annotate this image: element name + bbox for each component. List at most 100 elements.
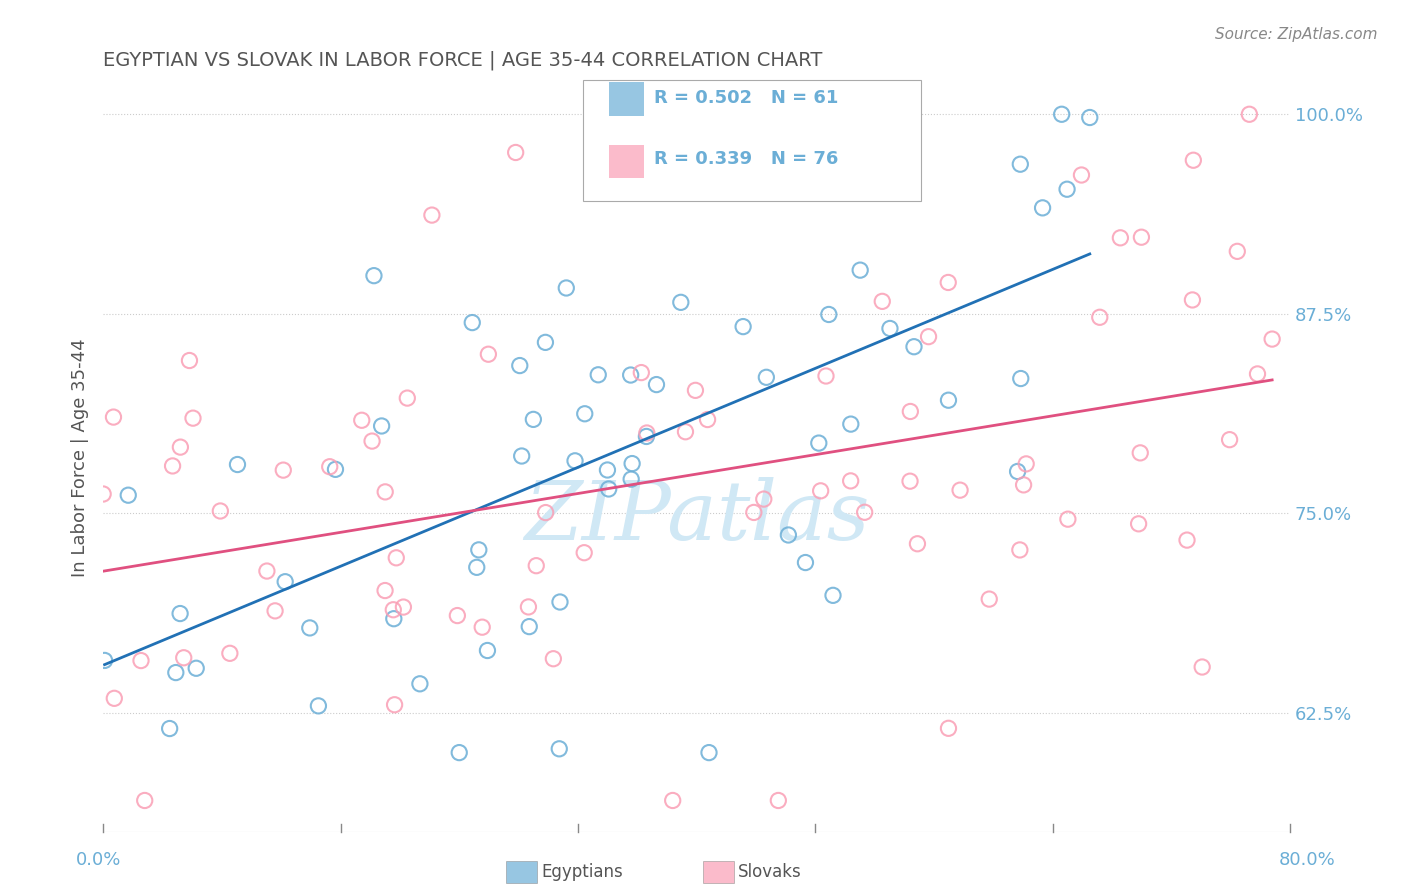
Point [350, 413, 373, 427]
Point [370, 419, 392, 434]
Point [522, 412, 544, 426]
Point [917, 329, 939, 343]
Point [1057, 512, 1080, 526]
Point [794, 556, 817, 570]
Point [374, 583, 396, 598]
Point [574, 546, 596, 560]
Point [169, 440, 191, 454]
Point [477, 643, 499, 657]
Text: Egyptians: Egyptians [541, 863, 623, 881]
Point [319, 459, 342, 474]
Point [903, 340, 925, 354]
Point [374, 484, 396, 499]
Point [661, 793, 683, 807]
Point [1219, 433, 1241, 447]
Point [181, 411, 204, 425]
Text: Source: ZipAtlas.com: Source: ZipAtlas.com [1215, 27, 1378, 42]
Point [385, 550, 408, 565]
Point [574, 407, 596, 421]
Point [733, 319, 755, 334]
Point [505, 145, 527, 160]
Point [509, 359, 531, 373]
Point [420, 208, 443, 222]
Point [256, 564, 278, 578]
Point [117, 488, 139, 502]
Point [755, 370, 778, 384]
Point [548, 595, 571, 609]
Point [129, 654, 152, 668]
Point [564, 454, 586, 468]
Point [103, 691, 125, 706]
Point [524, 558, 547, 573]
Point [1239, 107, 1261, 121]
Point [517, 619, 540, 633]
Point [586, 368, 609, 382]
Point [1050, 107, 1073, 121]
Point [938, 393, 960, 408]
Point [1129, 446, 1152, 460]
Point [938, 721, 960, 735]
Point [218, 646, 240, 660]
Point [949, 483, 972, 498]
Point [697, 746, 720, 760]
Point [853, 505, 876, 519]
Point [839, 474, 862, 488]
Point [159, 722, 181, 736]
Point [817, 308, 839, 322]
Point [1012, 478, 1035, 492]
Point [1008, 543, 1031, 558]
Point [271, 463, 294, 477]
Point [274, 574, 297, 589]
Point [1070, 168, 1092, 182]
Point [898, 474, 921, 488]
Point [461, 316, 484, 330]
Point [409, 677, 432, 691]
Point [162, 458, 184, 473]
Point [630, 366, 652, 380]
Point [91, 487, 114, 501]
Point [685, 384, 707, 398]
Text: ZIPatlas: ZIPatlas [524, 477, 869, 558]
Point [768, 793, 790, 807]
Point [1182, 153, 1205, 168]
Point [810, 483, 832, 498]
Point [669, 295, 692, 310]
Point [468, 542, 491, 557]
Point [1191, 660, 1213, 674]
Point [325, 462, 347, 476]
Point [814, 369, 837, 384]
Point [621, 457, 644, 471]
Point [361, 434, 384, 448]
Point [392, 600, 415, 615]
Point [839, 417, 862, 431]
Point [384, 698, 406, 712]
Point [1246, 367, 1268, 381]
Point [209, 504, 232, 518]
Point [173, 650, 195, 665]
Point [645, 377, 668, 392]
Point [548, 741, 571, 756]
Y-axis label: In Labor Force | Age 35-44: In Labor Force | Age 35-44 [72, 338, 89, 577]
Point [849, 263, 872, 277]
Point [598, 482, 620, 496]
Point [446, 608, 468, 623]
Point [534, 506, 557, 520]
Point [477, 347, 499, 361]
Point [382, 612, 405, 626]
Point [396, 391, 419, 405]
Point [1007, 465, 1029, 479]
Point [1109, 231, 1132, 245]
Point [636, 425, 658, 440]
Point [979, 592, 1001, 607]
Point [620, 472, 643, 486]
Point [226, 458, 249, 472]
Point [879, 321, 901, 335]
Point [555, 281, 578, 295]
Point [517, 599, 540, 614]
Text: R = 0.339   N = 76: R = 0.339 N = 76 [654, 150, 838, 168]
Point [898, 404, 921, 418]
Point [382, 603, 405, 617]
Point [742, 505, 765, 519]
Point [907, 537, 929, 551]
Text: 0.0%: 0.0% [76, 851, 121, 869]
